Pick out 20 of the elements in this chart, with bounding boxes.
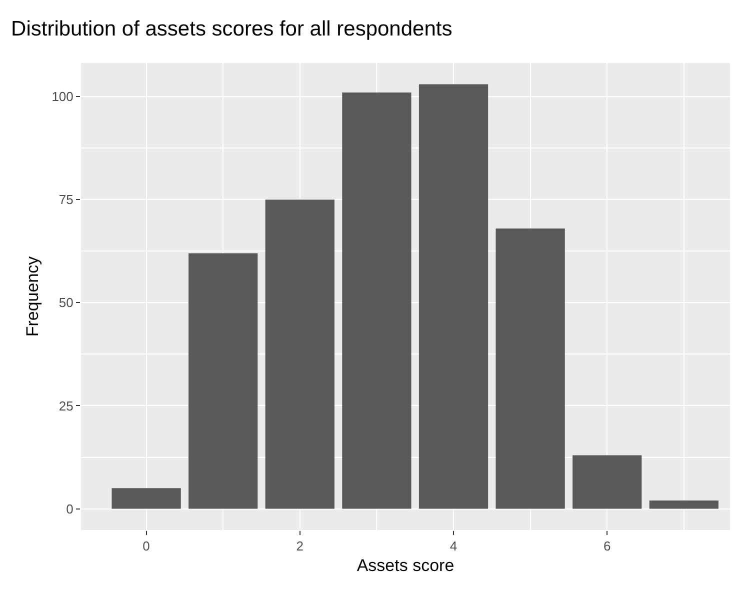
y-tick-label: 25 [58, 398, 74, 414]
x-axis-title: Assets score [356, 556, 454, 575]
x-tick-label: 4 [450, 538, 458, 554]
bar [265, 200, 334, 509]
bar [496, 228, 565, 509]
x-tick-label: 2 [296, 538, 304, 554]
x-tick-label: 0 [142, 538, 150, 554]
x-tick-label: 6 [603, 538, 611, 554]
y-tick-label: 50 [58, 295, 74, 310]
chart-title: Distribution of assets scores for all respondents [11, 17, 452, 40]
y-tick-label: 0 [66, 501, 74, 516]
y-tick-label: 100 [52, 89, 74, 104]
bar [572, 455, 642, 509]
bar [649, 500, 718, 509]
bar [112, 488, 181, 509]
bar [342, 92, 412, 509]
bar [418, 84, 488, 509]
y-tick-label: 75 [58, 192, 74, 208]
bar [188, 253, 258, 509]
y-axis-title: Frequency [23, 256, 42, 337]
